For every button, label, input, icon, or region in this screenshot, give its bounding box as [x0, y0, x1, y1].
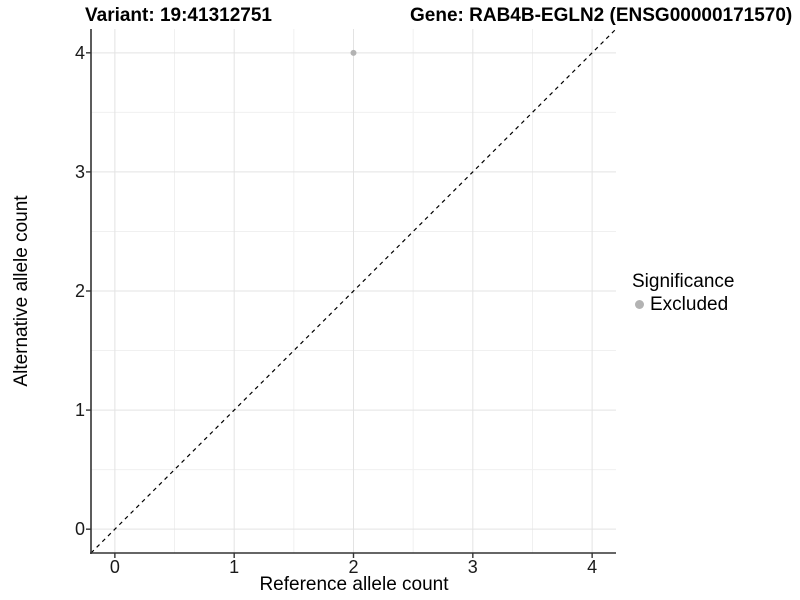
legend-title: Significance [632, 271, 735, 292]
x-tick-label: 0 [109, 557, 120, 577]
legend: Significance Excluded [632, 271, 734, 315]
data-point [350, 49, 357, 56]
y-tick-label: 4 [74, 42, 85, 63]
legend-item: Excluded [632, 294, 734, 315]
y-tick-label: 2 [74, 281, 85, 301]
y-tick-label: 1 [74, 400, 85, 421]
gene-title: Gene: RAB4B-EGLN2 (ENSG00000171570) [410, 5, 793, 26]
x-tick-label: 2 [348, 557, 359, 577]
x-tick-label: 1 [229, 557, 240, 577]
identity-dashed-line [90, 28, 617, 554]
legend-items: Excluded [632, 294, 734, 315]
x-axis-title: Reference allele count [259, 574, 449, 595]
y-axis-title: Alternative allele count [11, 195, 32, 387]
x-tick-label: 3 [467, 557, 478, 577]
legend-point-icon [635, 300, 644, 309]
y-tick-label: 3 [74, 161, 85, 182]
x-tick-label: 4 [587, 557, 598, 577]
variant-title: Variant: 19:41312751 [85, 5, 272, 26]
y-tick-label: 0 [74, 519, 85, 540]
legend-item-label: Excluded [650, 293, 729, 315]
